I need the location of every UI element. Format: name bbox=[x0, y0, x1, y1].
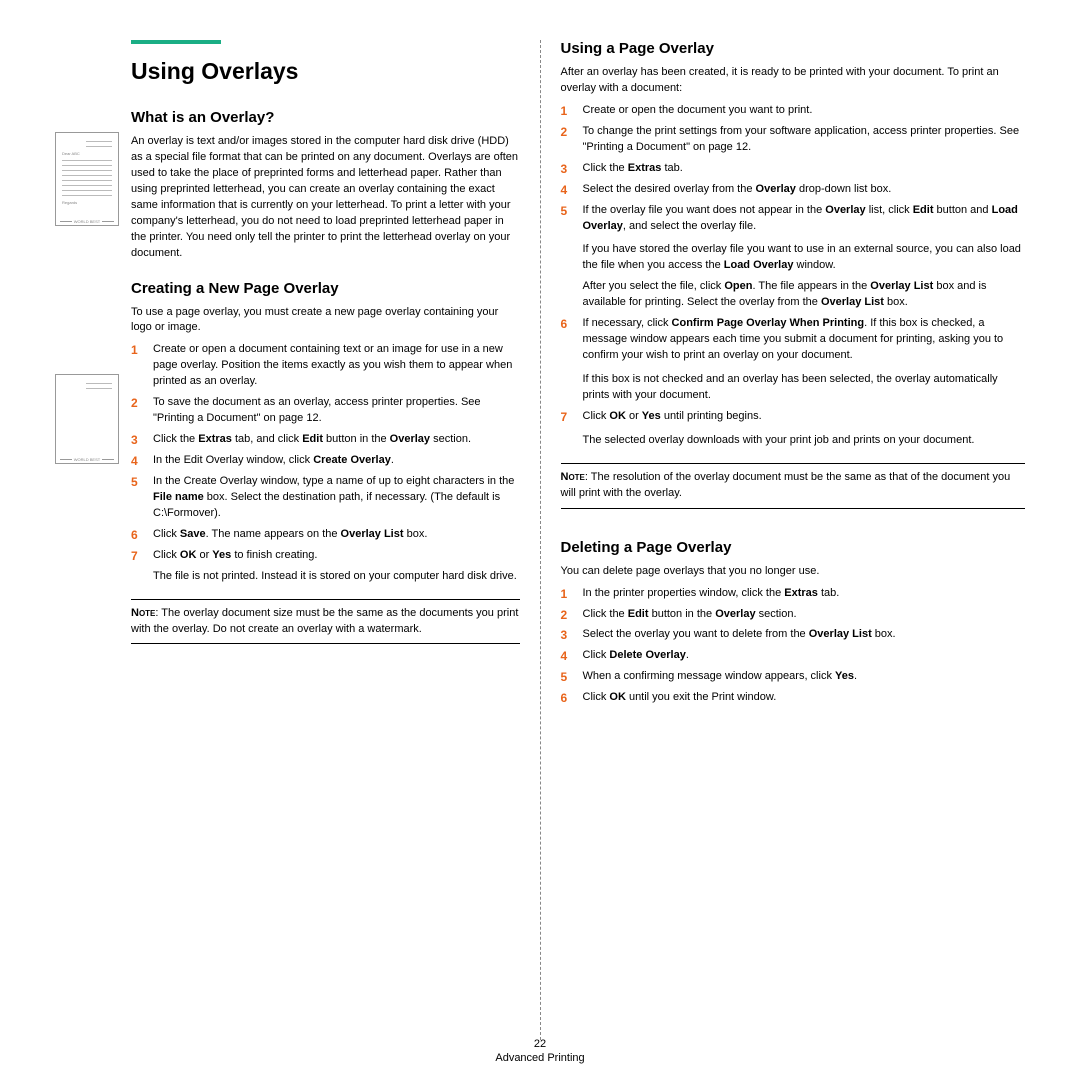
page-footer: 22 Advanced Printing bbox=[0, 1038, 1080, 1064]
deleting-page-overlay-intro: You can delete page overlays that you no… bbox=[561, 564, 1026, 580]
create-step: 3Click the Extras tab, and click Edit bu… bbox=[131, 432, 520, 448]
use-step6-cont: If this box is not checked and an overla… bbox=[583, 372, 1026, 404]
use-step5-cont-b: After you select the file, click Open. T… bbox=[583, 279, 1026, 311]
delete-step: 2Click the Edit button in the Overlay se… bbox=[561, 607, 1026, 623]
create-step: 6Click Save. The name appears on the Ove… bbox=[131, 527, 520, 543]
use-step: 4Select the desired overlay from the Ove… bbox=[561, 182, 1026, 198]
create-overlay-thumbnail: WORLD BEST bbox=[55, 374, 119, 464]
thumb-footer-label: WORLD BEST bbox=[56, 219, 118, 224]
creating-overlay-intro: To use a page overlay, you must create a… bbox=[131, 305, 520, 337]
delete-step: 6Click OK until you exit the Print windo… bbox=[561, 690, 1026, 706]
note-label: Note bbox=[561, 471, 585, 483]
use-step: 3Click the Extras tab. bbox=[561, 161, 1026, 177]
what-is-overlay-body: An overlay is text and/or images stored … bbox=[131, 134, 520, 262]
what-is-overlay-heading: What is an Overlay? bbox=[131, 109, 520, 126]
thumb2-footer-label: WORLD BEST bbox=[56, 457, 118, 462]
page-title: Using Overlays bbox=[131, 58, 520, 85]
use-step7-cont: The selected overlay downloads with your… bbox=[583, 433, 1026, 449]
use-step: 6If necessary, click Confirm Page Overla… bbox=[561, 316, 1026, 404]
delete-step: 3Select the overlay you want to delete f… bbox=[561, 627, 1026, 643]
thumb-dear-text: Dear ABC bbox=[62, 151, 112, 156]
right-column: Using a Page Overlay After an overlay ha… bbox=[541, 40, 1046, 1000]
using-note: Note: The resolution of the overlay docu… bbox=[561, 463, 1026, 509]
create-after-steps: The file is not printed. Instead it is s… bbox=[131, 569, 520, 585]
using-steps-list: 1Create or open the document you want to… bbox=[561, 103, 1026, 449]
creating-steps-list: 1Create or open a document containing te… bbox=[131, 342, 520, 563]
delete-step: 5When a confirming message window appear… bbox=[561, 669, 1026, 685]
thumbnail-column: Dear ABC Regards WORLD BEST WORLD BEST bbox=[55, 40, 123, 644]
note-label: Note bbox=[131, 607, 155, 619]
create-step: 7Click OK or Yes to finish creating. bbox=[131, 548, 520, 564]
deleting-steps-list: 1In the printer properties window, click… bbox=[561, 586, 1026, 707]
use-step: 1Create or open the document you want to… bbox=[561, 103, 1026, 119]
deleting-page-overlay-heading: Deleting a Page Overlay bbox=[561, 539, 1026, 556]
note-text: : The resolution of the overlay document… bbox=[561, 471, 1011, 499]
create-step: 2To save the document as an overlay, acc… bbox=[131, 395, 520, 427]
use-step: 7Click OK or Yes until printing begins. … bbox=[561, 409, 1026, 449]
create-step: 1Create or open a document containing te… bbox=[131, 342, 520, 390]
using-page-overlay-intro: After an overlay has been created, it is… bbox=[561, 65, 1026, 97]
delete-step: 1In the printer properties window, click… bbox=[561, 586, 1026, 602]
note-text: : The overlay document size must be the … bbox=[131, 607, 518, 635]
create-step: 4In the Edit Overlay window, click Creat… bbox=[131, 453, 520, 469]
section-name: Advanced Printing bbox=[0, 1052, 1080, 1064]
creating-overlay-heading: Creating a New Page Overlay bbox=[131, 280, 520, 297]
use-step: 2To change the print settings from your … bbox=[561, 124, 1026, 156]
overlay-example-thumbnail: Dear ABC Regards WORLD BEST bbox=[55, 132, 119, 226]
create-step: 5In the Create Overlay window, type a na… bbox=[131, 474, 520, 522]
page-number: 22 bbox=[0, 1038, 1080, 1050]
thumb-regards-text: Regards bbox=[62, 200, 112, 205]
use-step: 5If the overlay file you want does not a… bbox=[561, 203, 1026, 312]
left-content: Using Overlays What is an Overlay? An ov… bbox=[131, 40, 520, 644]
create-note: Note: The overlay document size must be … bbox=[131, 599, 520, 645]
use-step5-cont-a: If you have stored the overlay file you … bbox=[583, 242, 1026, 274]
page: Dear ABC Regards WORLD BEST WORLD BEST U… bbox=[0, 0, 1080, 1020]
left-column: Dear ABC Regards WORLD BEST WORLD BEST U… bbox=[35, 40, 540, 1000]
accent-bar bbox=[131, 40, 221, 44]
using-page-overlay-heading: Using a Page Overlay bbox=[561, 40, 1026, 57]
delete-step: 4Click Delete Overlay. bbox=[561, 648, 1026, 664]
